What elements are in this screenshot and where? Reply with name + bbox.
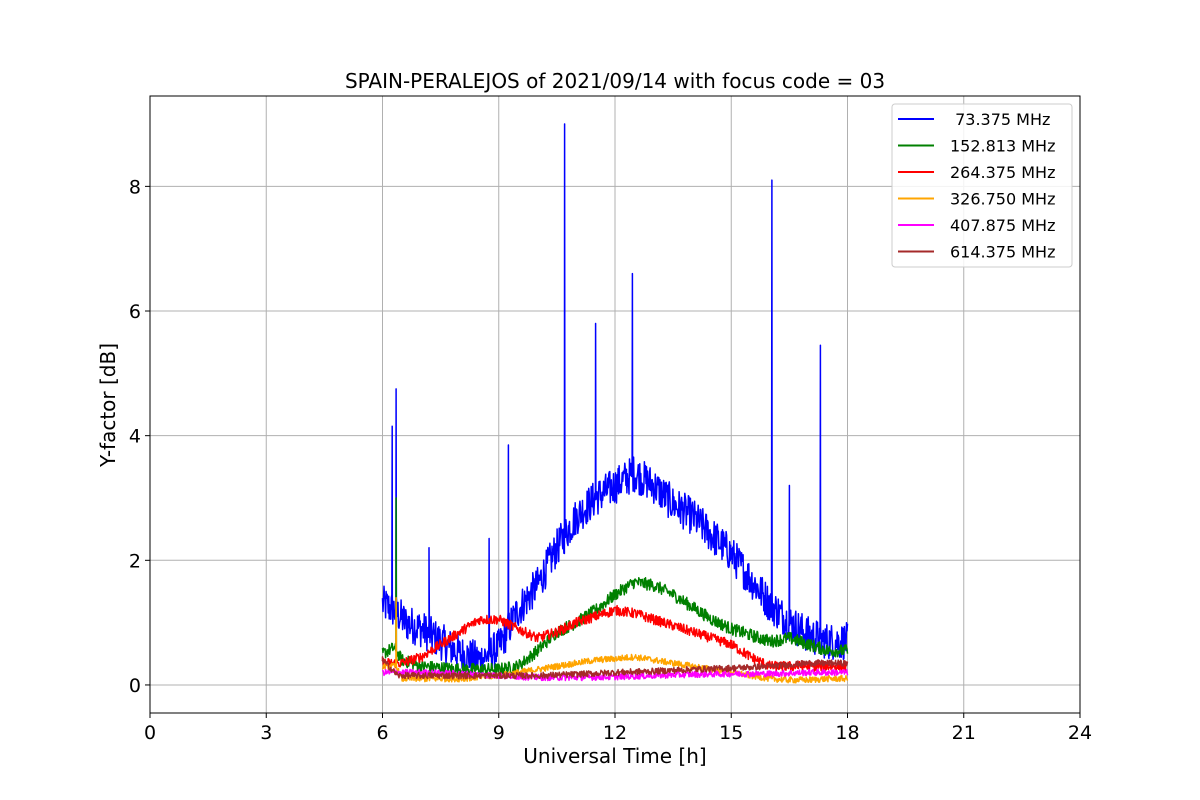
- series-line-5: [381, 656, 849, 680]
- x-tick-label: 21: [952, 722, 976, 744]
- x-tick-label: 12: [603, 722, 627, 744]
- legend-label-4: 407.875 MHz: [950, 216, 1055, 235]
- series-line-0: [381, 123, 849, 677]
- chart-title: SPAIN-PERALEJOS of 2021/09/14 with focus…: [345, 69, 885, 93]
- legend-label-3: 326.750 MHz: [950, 190, 1055, 209]
- y-axis-ticks: 0 2 4 6 8: [129, 176, 150, 697]
- legend-label-0: 73.375 MHz: [950, 110, 1050, 129]
- y-tick-label: 4: [129, 426, 141, 448]
- x-tick-label: 15: [719, 722, 743, 744]
- series-line-1: [381, 497, 849, 677]
- series-line-3: [381, 596, 849, 684]
- series-layer: [381, 123, 849, 684]
- x-tick-label: 24: [1068, 722, 1092, 744]
- y-tick-label: 2: [129, 550, 141, 572]
- x-tick-label: 18: [835, 722, 859, 744]
- x-tick-label: 6: [376, 722, 388, 744]
- x-tick-label: 0: [144, 722, 156, 744]
- legend-label-1: 152.813 MHz: [950, 137, 1055, 156]
- legend-label-2: 264.375 MHz: [950, 163, 1055, 182]
- legend-box: [891, 103, 1073, 268]
- legend-label-5: 614.375 MHz: [950, 243, 1055, 262]
- x-axis-ticks: 0 3 6 9 12 15 18 21 24: [144, 713, 1092, 744]
- series-line-2: [381, 604, 849, 672]
- y-tick-label: 8: [129, 176, 141, 198]
- y-tick-label: 6: [129, 301, 141, 323]
- x-tick-label: 9: [493, 722, 505, 744]
- y-tick-label: 0: [129, 675, 141, 697]
- y-axis-label: Y-factor [dB]: [96, 343, 120, 468]
- x-axis-label: Universal Time [h]: [523, 744, 706, 768]
- x-tick-label: 3: [260, 722, 272, 744]
- legend: 73.375 MHz 152.813 MHz 264.375 MHz 326.750 …: [891, 103, 1073, 268]
